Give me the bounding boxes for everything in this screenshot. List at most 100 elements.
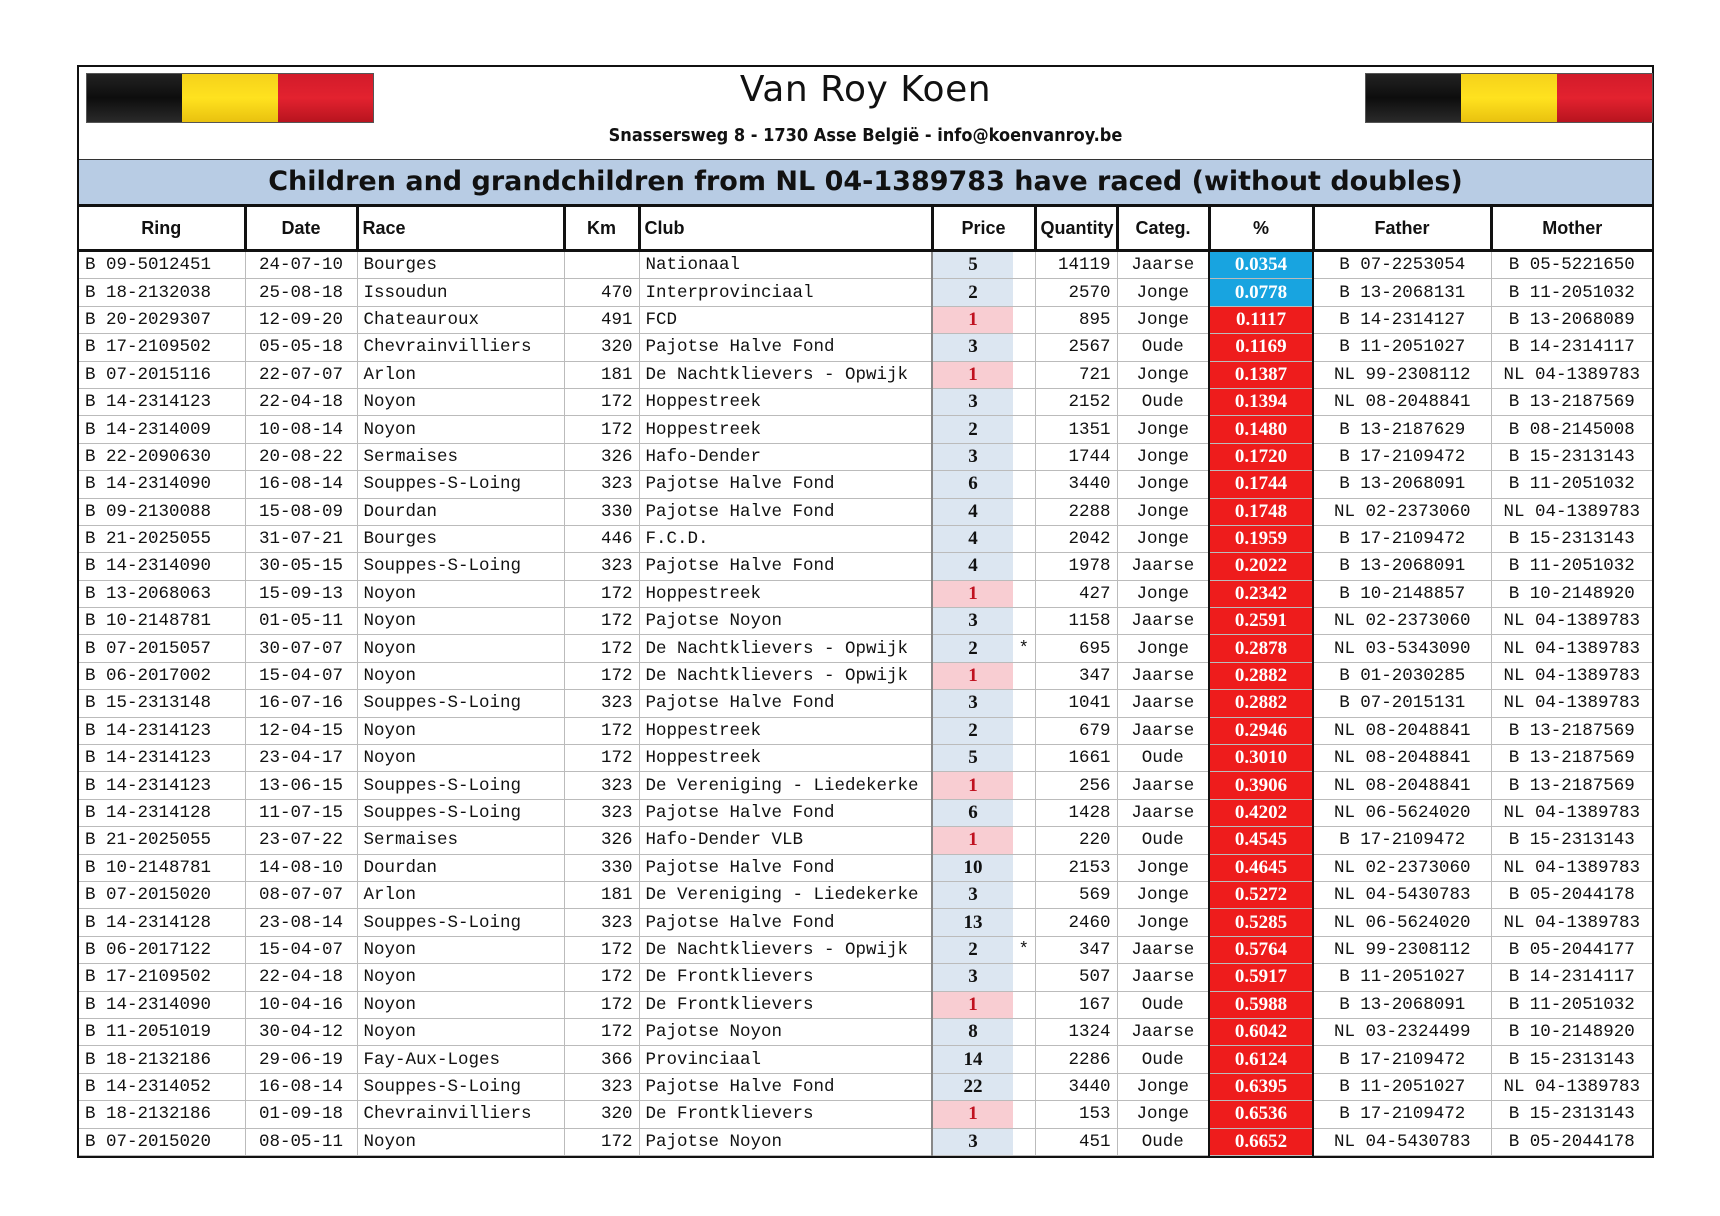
cell-quantity: 1978	[1034, 552, 1118, 581]
belgian-flag-right	[1366, 74, 1652, 122]
cell-quantity: 220	[1034, 826, 1118, 855]
cell-quantity: 895	[1034, 305, 1118, 335]
cell-star-marker	[1013, 305, 1036, 335]
cell-percent: 0.5917	[1208, 963, 1315, 992]
cell-categ: Jonge	[1116, 305, 1210, 335]
cell-club: Nationaal	[638, 249, 933, 280]
cell-father: NL 03-2324499	[1312, 1017, 1492, 1047]
cell-mother: NL 04-1389783	[1490, 360, 1652, 389]
cell-categ: Jaarse	[1116, 716, 1210, 746]
cell-club: De Nachtklievers - Opwijk	[638, 935, 933, 965]
cell-quantity: 721	[1034, 360, 1118, 389]
cell-percent: 0.6124	[1208, 1045, 1315, 1074]
cell-quantity: 427	[1034, 579, 1118, 609]
cell-father: B 13-2068091	[1312, 470, 1492, 499]
cell-km: 323	[563, 552, 640, 581]
cell-club: Pajotse Noyon	[638, 1127, 933, 1156]
cell-categ: Jonge	[1116, 360, 1210, 389]
cell-km: 172	[563, 935, 640, 965]
cell-percent: 0.3010	[1208, 744, 1315, 773]
cell-percent: 0.1394	[1208, 387, 1315, 417]
cell-star-marker	[1013, 387, 1036, 417]
cell-race: Arlon	[356, 360, 565, 389]
cell-categ: Oude	[1116, 744, 1210, 773]
cell-ring: B 22-2090630	[79, 442, 246, 472]
cell-categ: Oude	[1116, 990, 1210, 1019]
results-table: Ring Date Race Km Club Price Quantity Ca…	[79, 207, 1652, 1156]
cell-club: Hoppestreek	[638, 415, 933, 444]
cell-categ: Jonge	[1116, 442, 1210, 472]
cell-quantity: 2570	[1034, 278, 1118, 307]
col-race: Race	[357, 207, 566, 252]
cell-mother: B 15-2313143	[1490, 826, 1652, 855]
cell-date: 24-07-10	[244, 249, 358, 280]
table-row: B 07-2015020 08-05-11 Noyon 172 Pajotse Noyo…	[79, 1127, 1652, 1156]
table-row: B 11-2051019 30-04-12 Noyon 172 Pajotse Noyo…	[79, 1017, 1652, 1047]
cell-percent: 0.1387	[1208, 360, 1315, 389]
cell-percent: 0.5764	[1208, 935, 1315, 965]
cell-quantity: 153	[1034, 1100, 1118, 1129]
cell-mother: B 13-2068089	[1490, 305, 1652, 335]
cell-km: 172	[563, 415, 640, 444]
cell-ring: B 14-2314090	[79, 990, 246, 1019]
cell-categ: Jonge	[1116, 524, 1210, 554]
cell-date: 22-07-07	[244, 360, 358, 389]
cell-percent: 0.1744	[1208, 470, 1315, 499]
table-row: B 10-2148781 01-05-11 Noyon 172 Pajotse Noyo…	[79, 607, 1652, 636]
cell-mother: B 11-2051032	[1490, 278, 1652, 307]
cell-star-marker	[1013, 880, 1036, 910]
cell-father: NL 08-2048841	[1312, 387, 1492, 417]
cell-race: Noyon	[356, 744, 565, 773]
cell-ring: B 17-2109502	[79, 963, 246, 992]
cell-km: 491	[563, 305, 640, 335]
cell-race: Noyon	[356, 607, 565, 636]
table-row: B 06-2017002 15-04-07 Noyon 172 De Nachtklie…	[79, 661, 1652, 691]
cell-father: B 17-2109472	[1312, 1100, 1492, 1129]
cell-club: De Nachtklievers - Opwijk	[638, 634, 933, 663]
cell-quantity: 3440	[1034, 1072, 1118, 1102]
cell-club: De Vereniging - Liedekerke	[638, 771, 933, 800]
cell-mother: NL 04-1389783	[1490, 1072, 1652, 1102]
table-row: B 06-2017122 15-04-07 Noyon 172 De Nachtklie…	[79, 935, 1652, 965]
table-row: B 14-2314128 23-08-14 Souppes-S-Loing 323 Pa…	[79, 908, 1652, 937]
cell-date: 31-07-21	[244, 524, 358, 554]
cell-club: Pajotse Halve Fond	[638, 333, 933, 362]
table-row: B 18-2132186 01-09-18 Chevrainvilliers 320 D…	[79, 1100, 1652, 1129]
cell-father: B 10-2148857	[1312, 579, 1492, 609]
cell-race: Bourges	[356, 524, 565, 554]
cell-mother: B 15-2313143	[1490, 1045, 1652, 1074]
cell-star-marker	[1013, 1045, 1036, 1074]
cell-race: Chevrainvilliers	[356, 333, 565, 362]
cell-star-marker	[1013, 415, 1036, 444]
cell-km: 172	[563, 607, 640, 636]
cell-ring: B 14-2314123	[79, 744, 246, 773]
cell-percent: 0.1959	[1208, 524, 1315, 554]
cell-km: 320	[563, 1100, 640, 1129]
cell-father: B 11-2051027	[1312, 963, 1492, 992]
cell-price: 8	[931, 1017, 1013, 1047]
cell-race: Noyon	[356, 1017, 565, 1047]
cell-father: NL 02-2373060	[1312, 607, 1492, 636]
cell-quantity: 2153	[1034, 853, 1118, 882]
cell-km: 326	[563, 442, 640, 472]
cell-star-marker	[1013, 908, 1036, 937]
cell-price: 1	[931, 579, 1013, 609]
cell-date: 30-07-07	[244, 634, 358, 663]
cell-club: Provinciaal	[638, 1045, 933, 1074]
cell-father: B 17-2109472	[1312, 1045, 1492, 1074]
cell-club: Hafo-Dender VLB	[638, 826, 933, 855]
cell-mother: B 13-2187569	[1490, 771, 1652, 800]
cell-categ: Jonge	[1116, 853, 1210, 882]
cell-mother: B 15-2313143	[1490, 442, 1652, 472]
cell-price: 1	[931, 661, 1013, 691]
cell-date: 30-04-12	[244, 1017, 358, 1047]
col-club: Club	[639, 207, 934, 252]
cell-price: 3	[931, 442, 1013, 472]
cell-father: NL 06-5624020	[1312, 908, 1492, 937]
cell-percent: 0.1720	[1208, 442, 1315, 472]
cell-categ: Jaarse	[1116, 249, 1210, 280]
cell-date: 15-04-07	[244, 661, 358, 691]
cell-km: 330	[563, 497, 640, 526]
cell-mother: B 13-2187569	[1490, 387, 1652, 417]
cell-mother: B 05-2044178	[1490, 1127, 1652, 1156]
